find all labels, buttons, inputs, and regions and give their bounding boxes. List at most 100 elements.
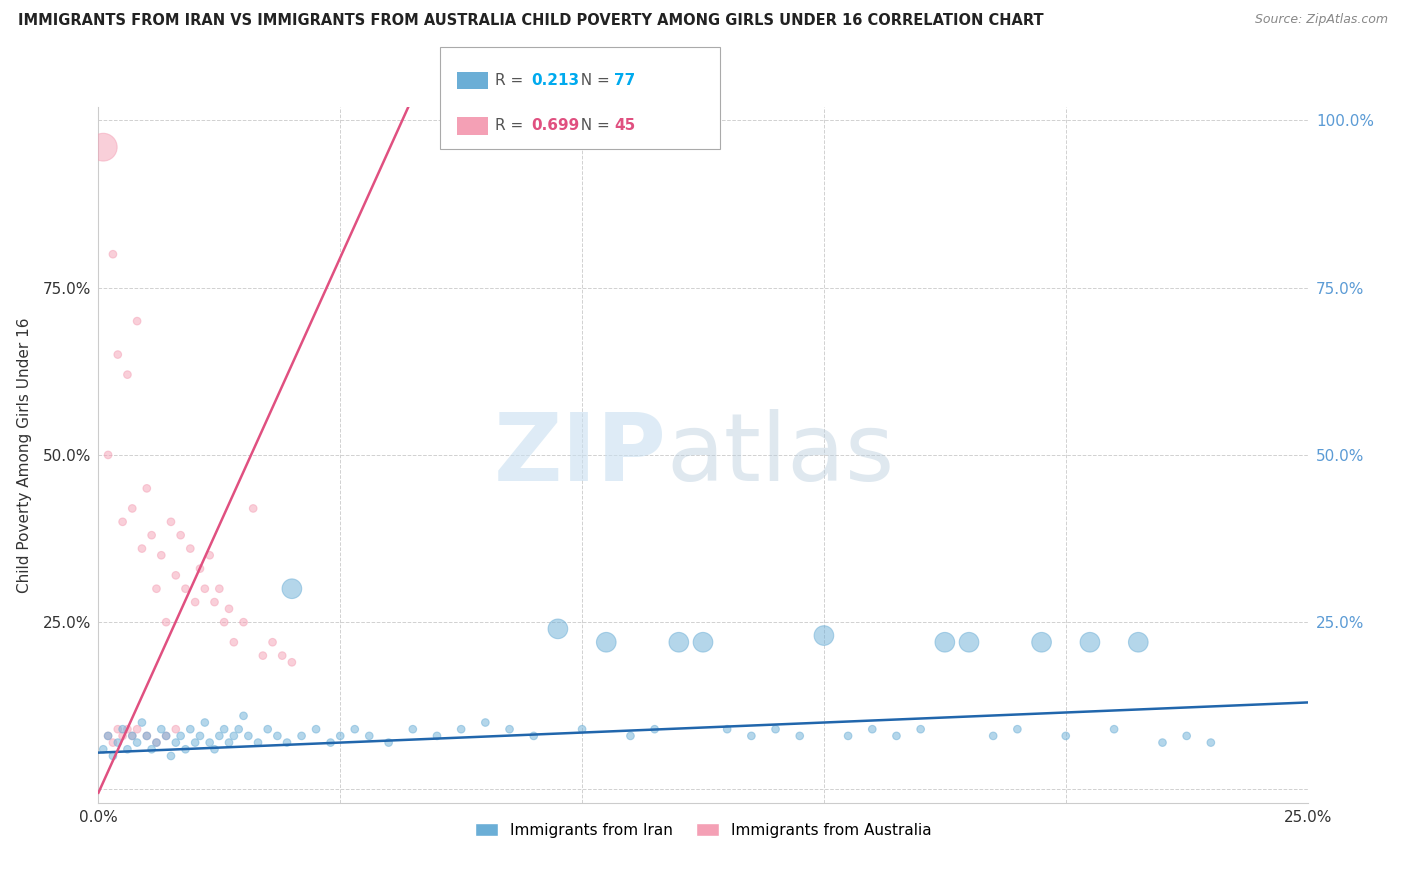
Point — [188, 562, 211, 576]
Text: 45: 45 — [614, 118, 636, 133]
Text: ZIP: ZIP — [494, 409, 666, 501]
Text: R =: R = — [495, 73, 529, 88]
Point — [198, 548, 221, 563]
Point — [281, 655, 304, 669]
Point — [135, 729, 157, 743]
Point — [165, 568, 187, 582]
Point — [860, 723, 883, 737]
Point — [155, 729, 177, 743]
Point — [218, 735, 240, 749]
Point — [141, 742, 163, 756]
Point — [329, 729, 352, 743]
Point — [359, 729, 381, 743]
Point — [247, 735, 270, 749]
Point — [145, 735, 167, 749]
Point — [101, 735, 124, 749]
Point — [117, 723, 139, 737]
Point — [160, 515, 183, 529]
Point — [179, 541, 201, 556]
Point — [169, 528, 191, 542]
Point — [127, 314, 149, 328]
Point — [740, 729, 762, 743]
Text: atlas: atlas — [666, 409, 896, 501]
Text: 0.699: 0.699 — [531, 118, 579, 133]
Y-axis label: Child Poverty Among Girls Under 16: Child Poverty Among Girls Under 16 — [17, 318, 32, 592]
Point — [837, 729, 859, 743]
Point — [131, 541, 153, 556]
Text: 77: 77 — [614, 73, 636, 88]
Point — [305, 723, 328, 737]
Point — [174, 742, 197, 756]
Point — [127, 735, 149, 749]
Point — [121, 501, 143, 516]
Point — [266, 729, 288, 743]
Point — [145, 735, 167, 749]
Point — [474, 715, 496, 730]
Text: N =: N = — [571, 118, 614, 133]
Point — [101, 749, 124, 764]
Point — [242, 501, 264, 516]
Point — [141, 528, 163, 542]
Text: Source: ZipAtlas.com: Source: ZipAtlas.com — [1254, 13, 1388, 27]
Point — [547, 622, 569, 636]
Point — [155, 615, 177, 630]
Point — [97, 729, 120, 743]
Text: R =: R = — [495, 118, 529, 133]
Point — [571, 723, 593, 737]
Point — [692, 635, 714, 649]
Point — [1031, 635, 1053, 649]
Point — [222, 635, 245, 649]
Point — [212, 723, 235, 737]
Point — [981, 729, 1004, 743]
Text: IMMIGRANTS FROM IRAN VS IMMIGRANTS FROM AUSTRALIA CHILD POVERTY AMONG GIRLS UNDE: IMMIGRANTS FROM IRAN VS IMMIGRANTS FROM … — [18, 13, 1043, 29]
Point — [402, 723, 425, 737]
Point — [165, 723, 187, 737]
Point — [1128, 635, 1150, 649]
Point — [150, 723, 173, 737]
Point — [150, 548, 173, 563]
Point — [91, 140, 114, 154]
Point — [256, 723, 278, 737]
Point — [179, 723, 201, 737]
Point — [174, 582, 197, 596]
Point — [194, 715, 217, 730]
Point — [131, 715, 153, 730]
Point — [198, 735, 221, 749]
Point — [377, 735, 399, 749]
Point — [121, 729, 143, 743]
Point — [218, 602, 240, 616]
Point — [426, 729, 449, 743]
Point — [212, 615, 235, 630]
Point — [194, 582, 217, 596]
Point — [121, 729, 143, 743]
Point — [1175, 729, 1198, 743]
Point — [1199, 735, 1222, 749]
Point — [281, 582, 304, 596]
Point — [160, 749, 183, 764]
Point — [1078, 635, 1101, 649]
Point — [813, 628, 835, 642]
Point — [91, 742, 114, 756]
Point — [155, 729, 177, 743]
Point — [145, 582, 167, 596]
Point — [204, 742, 226, 756]
Point — [716, 723, 738, 737]
Point — [222, 729, 245, 743]
Point — [111, 729, 134, 743]
Point — [343, 723, 366, 737]
Point — [262, 635, 284, 649]
Point — [208, 582, 231, 596]
Point — [450, 723, 472, 737]
Point — [1152, 735, 1174, 749]
Point — [135, 482, 157, 496]
Point — [228, 723, 250, 737]
Point — [668, 635, 690, 649]
Point — [595, 635, 617, 649]
Point — [169, 729, 191, 743]
Text: N =: N = — [571, 73, 614, 88]
Point — [644, 723, 666, 737]
Point — [934, 635, 956, 649]
Point — [276, 735, 298, 749]
Point — [619, 729, 641, 743]
Point — [271, 648, 294, 663]
